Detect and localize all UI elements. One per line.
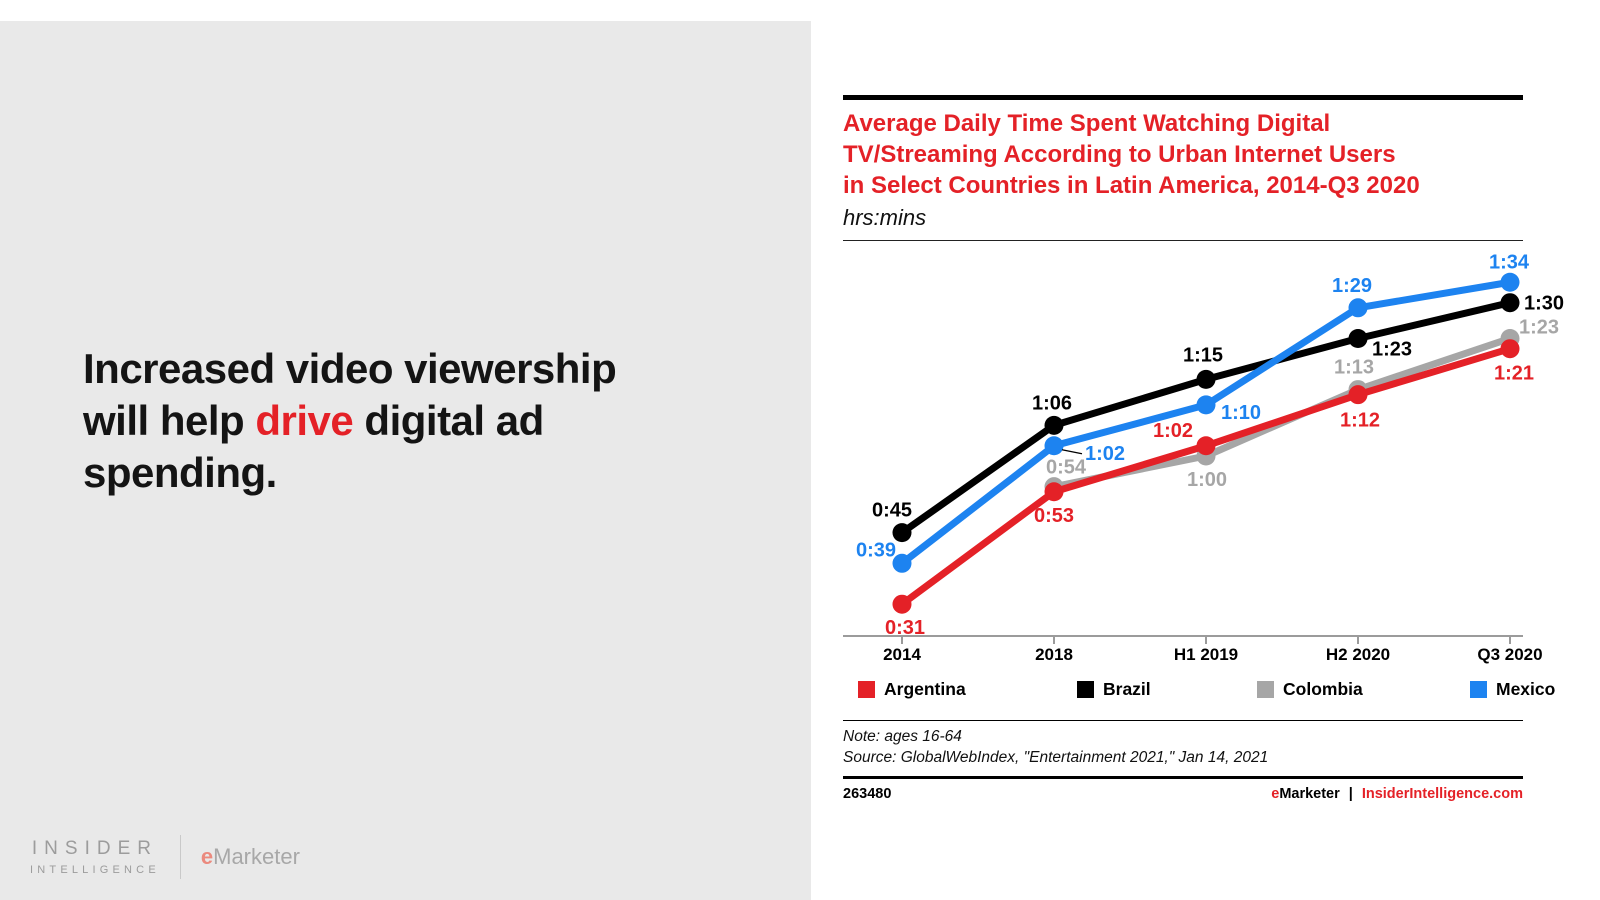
left-panel: Increased video viewership will help dri… xyxy=(0,21,811,900)
chart-title-line-1: Average Daily Time Spent Watching Digita… xyxy=(843,110,1331,137)
data-point-brazil xyxy=(1044,415,1064,435)
data-label-argentina: 0:53 xyxy=(1034,505,1074,527)
data-point-mexico xyxy=(1196,395,1216,415)
data-label-colombia: 0:54 xyxy=(1046,457,1087,479)
chart-id: 263480 xyxy=(843,786,892,802)
intelligence-wordmark: INTELLIGENCE xyxy=(30,864,160,876)
footer-site-link[interactable]: InsiderIntelligence.com xyxy=(1361,786,1523,802)
chart-source: Source: GlobalWebIndex, "Entertainment 2… xyxy=(843,749,1269,766)
legend-swatch-argentina xyxy=(858,681,875,698)
brand-footer: INSIDER INTELLIGENCE eMarketer xyxy=(30,835,300,879)
footer-brand-e: e xyxy=(1271,786,1280,802)
data-point-argentina xyxy=(1500,339,1520,359)
chart-widget: Average Daily Time Spent Watching Digita… xyxy=(843,95,1564,802)
data-label-mexico: 1:34 xyxy=(1489,251,1530,273)
emarketer-logo-rest: Marketer xyxy=(213,844,300,869)
data-label-mexico: 1:10 xyxy=(1221,402,1261,424)
data-point-brazil xyxy=(892,523,912,543)
data-label-mexico: 0:39 xyxy=(856,539,896,561)
data-point-mexico xyxy=(1500,272,1520,292)
data-label-colombia: 1:23 xyxy=(1519,316,1559,338)
legend-swatch-brazil xyxy=(1077,681,1094,698)
headline-text: will help xyxy=(83,397,256,444)
data-point-argentina xyxy=(892,594,912,614)
legend-item-brazil: Brazil xyxy=(1077,679,1151,700)
headline-line-1: Increased video viewership xyxy=(83,345,617,392)
data-point-argentina xyxy=(1348,385,1368,405)
data-point-mexico xyxy=(892,553,912,573)
footer-brand-rest: Marketer xyxy=(1279,786,1340,802)
x-tick-label: H2 2020 xyxy=(1326,645,1390,664)
data-label-argentina: 1:02 xyxy=(1153,420,1193,442)
note-block: Note: ages 16-64 Source: GlobalWebIndex,… xyxy=(843,720,1523,779)
data-point-argentina xyxy=(1196,436,1216,456)
data-point-mexico xyxy=(1348,298,1368,318)
chart-title-line-2: TV/Streaming According to Urban Internet… xyxy=(843,141,1396,168)
headline-text: digital ad xyxy=(353,397,544,444)
data-label-brazil: 1:15 xyxy=(1183,344,1223,366)
chart-title: Average Daily Time Spent Watching Digita… xyxy=(843,108,1523,201)
title-bar-rule xyxy=(843,95,1523,100)
legend-label-argentina: Argentina xyxy=(884,679,966,699)
data-point-brazil xyxy=(1348,328,1368,348)
legend-label-brazil: Brazil xyxy=(1103,679,1151,699)
data-label-brazil: 1:06 xyxy=(1032,392,1072,414)
legend-item-mexico: Mexico xyxy=(1470,679,1555,700)
label-callout-line xyxy=(1061,449,1083,455)
widget-footer: 263480 eMarketer | InsiderIntelligence.c… xyxy=(843,786,1523,802)
headline-accent-word: drive xyxy=(255,397,354,444)
x-tick-label: Q3 2020 xyxy=(1477,645,1542,664)
data-point-argentina xyxy=(1044,482,1064,502)
data-label-brazil: 0:45 xyxy=(872,500,912,522)
emarketer-logo-e: e xyxy=(200,844,214,869)
chart-note: Note: ages 16-64 xyxy=(843,728,962,745)
data-label-argentina: 1:21 xyxy=(1494,363,1534,385)
data-point-mexico xyxy=(1044,436,1064,456)
footer-brand: eMarketer xyxy=(1271,786,1340,802)
footer-brand-group: eMarketer | InsiderIntelligence.com xyxy=(1271,786,1523,802)
headline-line-2: will help drive digital ad xyxy=(83,395,783,447)
data-label-colombia: 1:13 xyxy=(1334,357,1374,379)
line-chart: 2014 2018 H1 2019 H2 2020 Q3 2020 0:54 1:00 1:1… xyxy=(843,251,1564,664)
data-label-mexico: 1:02 xyxy=(1085,443,1125,465)
data-label-brazil: 1:23 xyxy=(1372,338,1412,360)
data-point-brazil xyxy=(1196,369,1216,389)
logo-divider xyxy=(179,835,181,879)
legend-label-mexico: Mexico xyxy=(1496,679,1556,699)
headline: Increased video viewership will help dri… xyxy=(83,343,783,499)
footer-separator: | xyxy=(1348,786,1353,802)
insider-wordmark: INSIDER xyxy=(31,838,158,859)
emarketer-logo: eMarketer xyxy=(201,844,300,870)
data-label-colombia: 1:00 xyxy=(1187,469,1227,491)
x-tick-label: H1 2019 xyxy=(1174,645,1238,664)
right-panel: Average Daily Time Spent Watching Digita… xyxy=(811,0,1600,900)
chart-unit-label: hrs:mins xyxy=(843,205,927,230)
data-label-argentina: 0:31 xyxy=(885,617,925,639)
legend-label-colombia: Colombia xyxy=(1283,679,1363,699)
chart-title-line-3: in Select Countries in Latin America, 20… xyxy=(843,172,1420,199)
legend-item-colombia: Colombia xyxy=(1257,679,1363,700)
data-label-argentina: 1:12 xyxy=(1340,410,1380,432)
data-point-brazil xyxy=(1500,293,1520,313)
legend: Argentina Brazil Colombia Mexico xyxy=(843,679,1555,701)
series-line-brazil xyxy=(898,299,1514,537)
data-label-brazil: 1:30 xyxy=(1524,293,1564,315)
legend-swatch-mexico xyxy=(1470,681,1487,698)
legend-item-argentina: Argentina xyxy=(858,679,966,700)
headline-line-3: spending. xyxy=(83,449,277,496)
x-tick-label: 2018 xyxy=(1035,645,1073,664)
x-tick-label: 2014 xyxy=(883,645,921,664)
legend-swatch-colombia xyxy=(1257,681,1274,698)
data-label-mexico: 1:29 xyxy=(1332,275,1372,297)
insider-intelligence-logo: INSIDER INTELLIGENCE xyxy=(30,838,160,876)
chart-area: 2014 2018 H1 2019 H2 2020 Q3 2020 0:54 1:00 1:1… xyxy=(843,240,1564,671)
